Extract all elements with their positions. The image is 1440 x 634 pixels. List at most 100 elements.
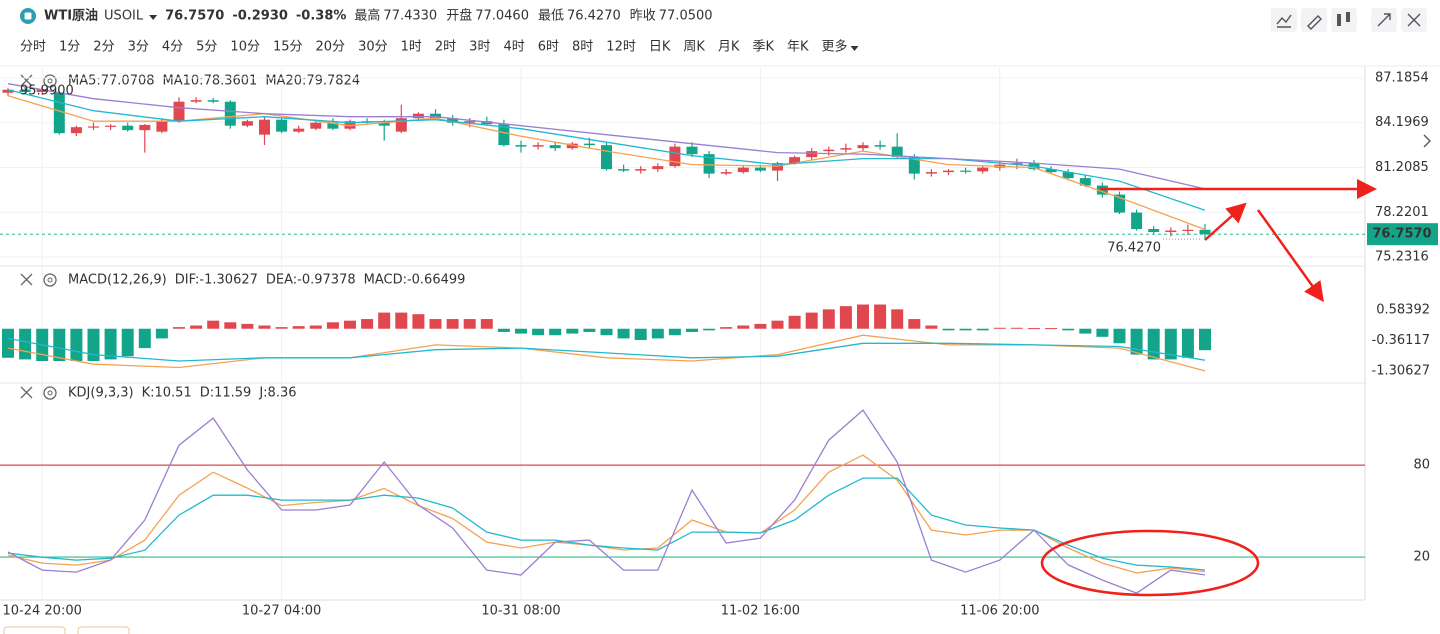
candle-body (412, 113, 424, 119)
macd-bar (224, 322, 237, 329)
macd-bar (788, 315, 801, 329)
bottom-button[interactable] (3, 626, 66, 634)
timeframe-tab[interactable]: 2时 (435, 40, 456, 55)
candle-body (737, 167, 749, 173)
macd-bar (703, 328, 716, 331)
timeframe-tab[interactable]: 季K (752, 40, 774, 55)
timeframe-tab[interactable]: 10分 (230, 40, 260, 55)
candle-body (310, 122, 322, 129)
macd-bar (361, 319, 374, 329)
macd-bar (515, 328, 527, 334)
macd-bar (891, 309, 904, 329)
candle-body (36, 88, 48, 92)
candle-body (156, 121, 168, 132)
indicator-line (7, 83, 1206, 190)
panel-settings[interactable] (43, 273, 57, 287)
legend-entry: MACD:-0.66499 (364, 273, 466, 288)
candle-tool[interactable] (1331, 8, 1357, 32)
panel-settings[interactable] (43, 386, 57, 400)
price-price: 76.7570 (165, 9, 224, 24)
timeframe-tab[interactable]: 3时 (469, 40, 490, 55)
macd-bar (395, 312, 408, 329)
pen-icon (1307, 15, 1322, 30)
candle-body (1182, 229, 1194, 231)
macd-bar (258, 325, 271, 329)
more-dropdown (850, 46, 859, 51)
macd-bar (993, 327, 1006, 329)
x-tick-label: 11-02 16:00 (721, 604, 800, 619)
timeframe-tab[interactable]: 月K (718, 40, 740, 55)
timeframe-tab[interactable]: 30分 (358, 40, 388, 55)
macd-bar (805, 312, 818, 329)
bottom-button[interactable] (77, 626, 130, 634)
candle-body (652, 166, 664, 170)
panel-settings-dot (47, 277, 53, 283)
candle-body (395, 118, 407, 132)
y-tick-label: 81.2085 (1375, 160, 1429, 175)
macd-bar (344, 320, 356, 329)
timeframe-tab[interactable]: 1分 (59, 40, 80, 55)
candle-body (583, 143, 595, 146)
macd-bar (378, 312, 391, 329)
last-price-box (1367, 223, 1438, 246)
timeframe-tab[interactable]: 6时 (538, 40, 559, 55)
dropdown[interactable] (149, 15, 158, 20)
candle-body (1199, 229, 1211, 235)
candle-body (53, 92, 65, 134)
legend-entry: DEA:-0.97378 (266, 273, 356, 288)
candle-body (891, 146, 903, 158)
timeframe-tab[interactable]: 8时 (572, 40, 593, 55)
timeframe-tab[interactable]: 1时 (401, 40, 422, 55)
candle-body (1114, 194, 1125, 213)
y-tick-label: 0.58392 (1376, 302, 1430, 317)
macd-bar (1096, 328, 1109, 337)
timeframe-tab[interactable]: 更多 (822, 39, 848, 55)
candle-body (549, 145, 561, 149)
y-tick-label: 80 (1413, 458, 1430, 473)
plot: 10-24 20:00 10-27 04:00 10-31 08:00 11-02 1… (0, 65, 1440, 619)
expand-arrow[interactable] (1423, 134, 1431, 148)
timeframe-tab[interactable]: 周K (683, 40, 705, 55)
candle-body (70, 127, 82, 134)
panel-close[interactable] (20, 74, 33, 87)
macd-bar (771, 320, 784, 329)
timeframe-tab[interactable]: 2分 (93, 40, 114, 55)
candle-body (327, 122, 339, 129)
candle-body (19, 89, 31, 92)
macd-bar (686, 328, 698, 332)
candle-body (908, 157, 920, 174)
timeframe-tab[interactable]: 分时 (20, 40, 46, 55)
macd-bar (1045, 328, 1058, 330)
candle-body (88, 126, 99, 128)
candle-body (669, 146, 681, 167)
timeframe-tab[interactable]: 5分 (196, 40, 217, 55)
timeframe-tab[interactable]: 3分 (128, 40, 149, 55)
macd-bar (720, 327, 733, 329)
timeframe-tab[interactable]: 4时 (503, 40, 524, 55)
macd-bar (1079, 328, 1092, 334)
panel-close[interactable] (20, 273, 33, 286)
price-change: -0.2930 (232, 9, 288, 24)
stat-value: 77.0460 (475, 9, 529, 24)
panel-settings[interactable] (43, 74, 57, 88)
timeframe-tab[interactable]: 日K (649, 40, 671, 55)
timeframe-tab[interactable]: 12时 (606, 40, 636, 55)
candle-body (1045, 169, 1057, 173)
stat-value: 77.0500 (659, 9, 713, 24)
candle-body (2, 89, 14, 93)
x-tick-label: 10-31 08:00 (481, 604, 560, 619)
timeframe-tab[interactable]: 年K (787, 40, 809, 55)
timeframe-tab[interactable]: 15分 (273, 40, 303, 55)
macd-bar (908, 319, 921, 329)
macd-bar (19, 328, 32, 360)
macd-bar (959, 328, 972, 331)
panel-close[interactable] (20, 386, 33, 399)
low-label: 76.4270 (1107, 241, 1161, 256)
indicator-line (7, 89, 1206, 211)
timeframe-tab[interactable]: 20分 (316, 40, 346, 55)
timeframe-tab[interactable]: 4分 (162, 40, 183, 55)
macd-bar (1164, 328, 1177, 360)
candle-body (703, 154, 715, 174)
candle-body (566, 143, 578, 149)
high-label: 95.9900 (20, 84, 74, 99)
